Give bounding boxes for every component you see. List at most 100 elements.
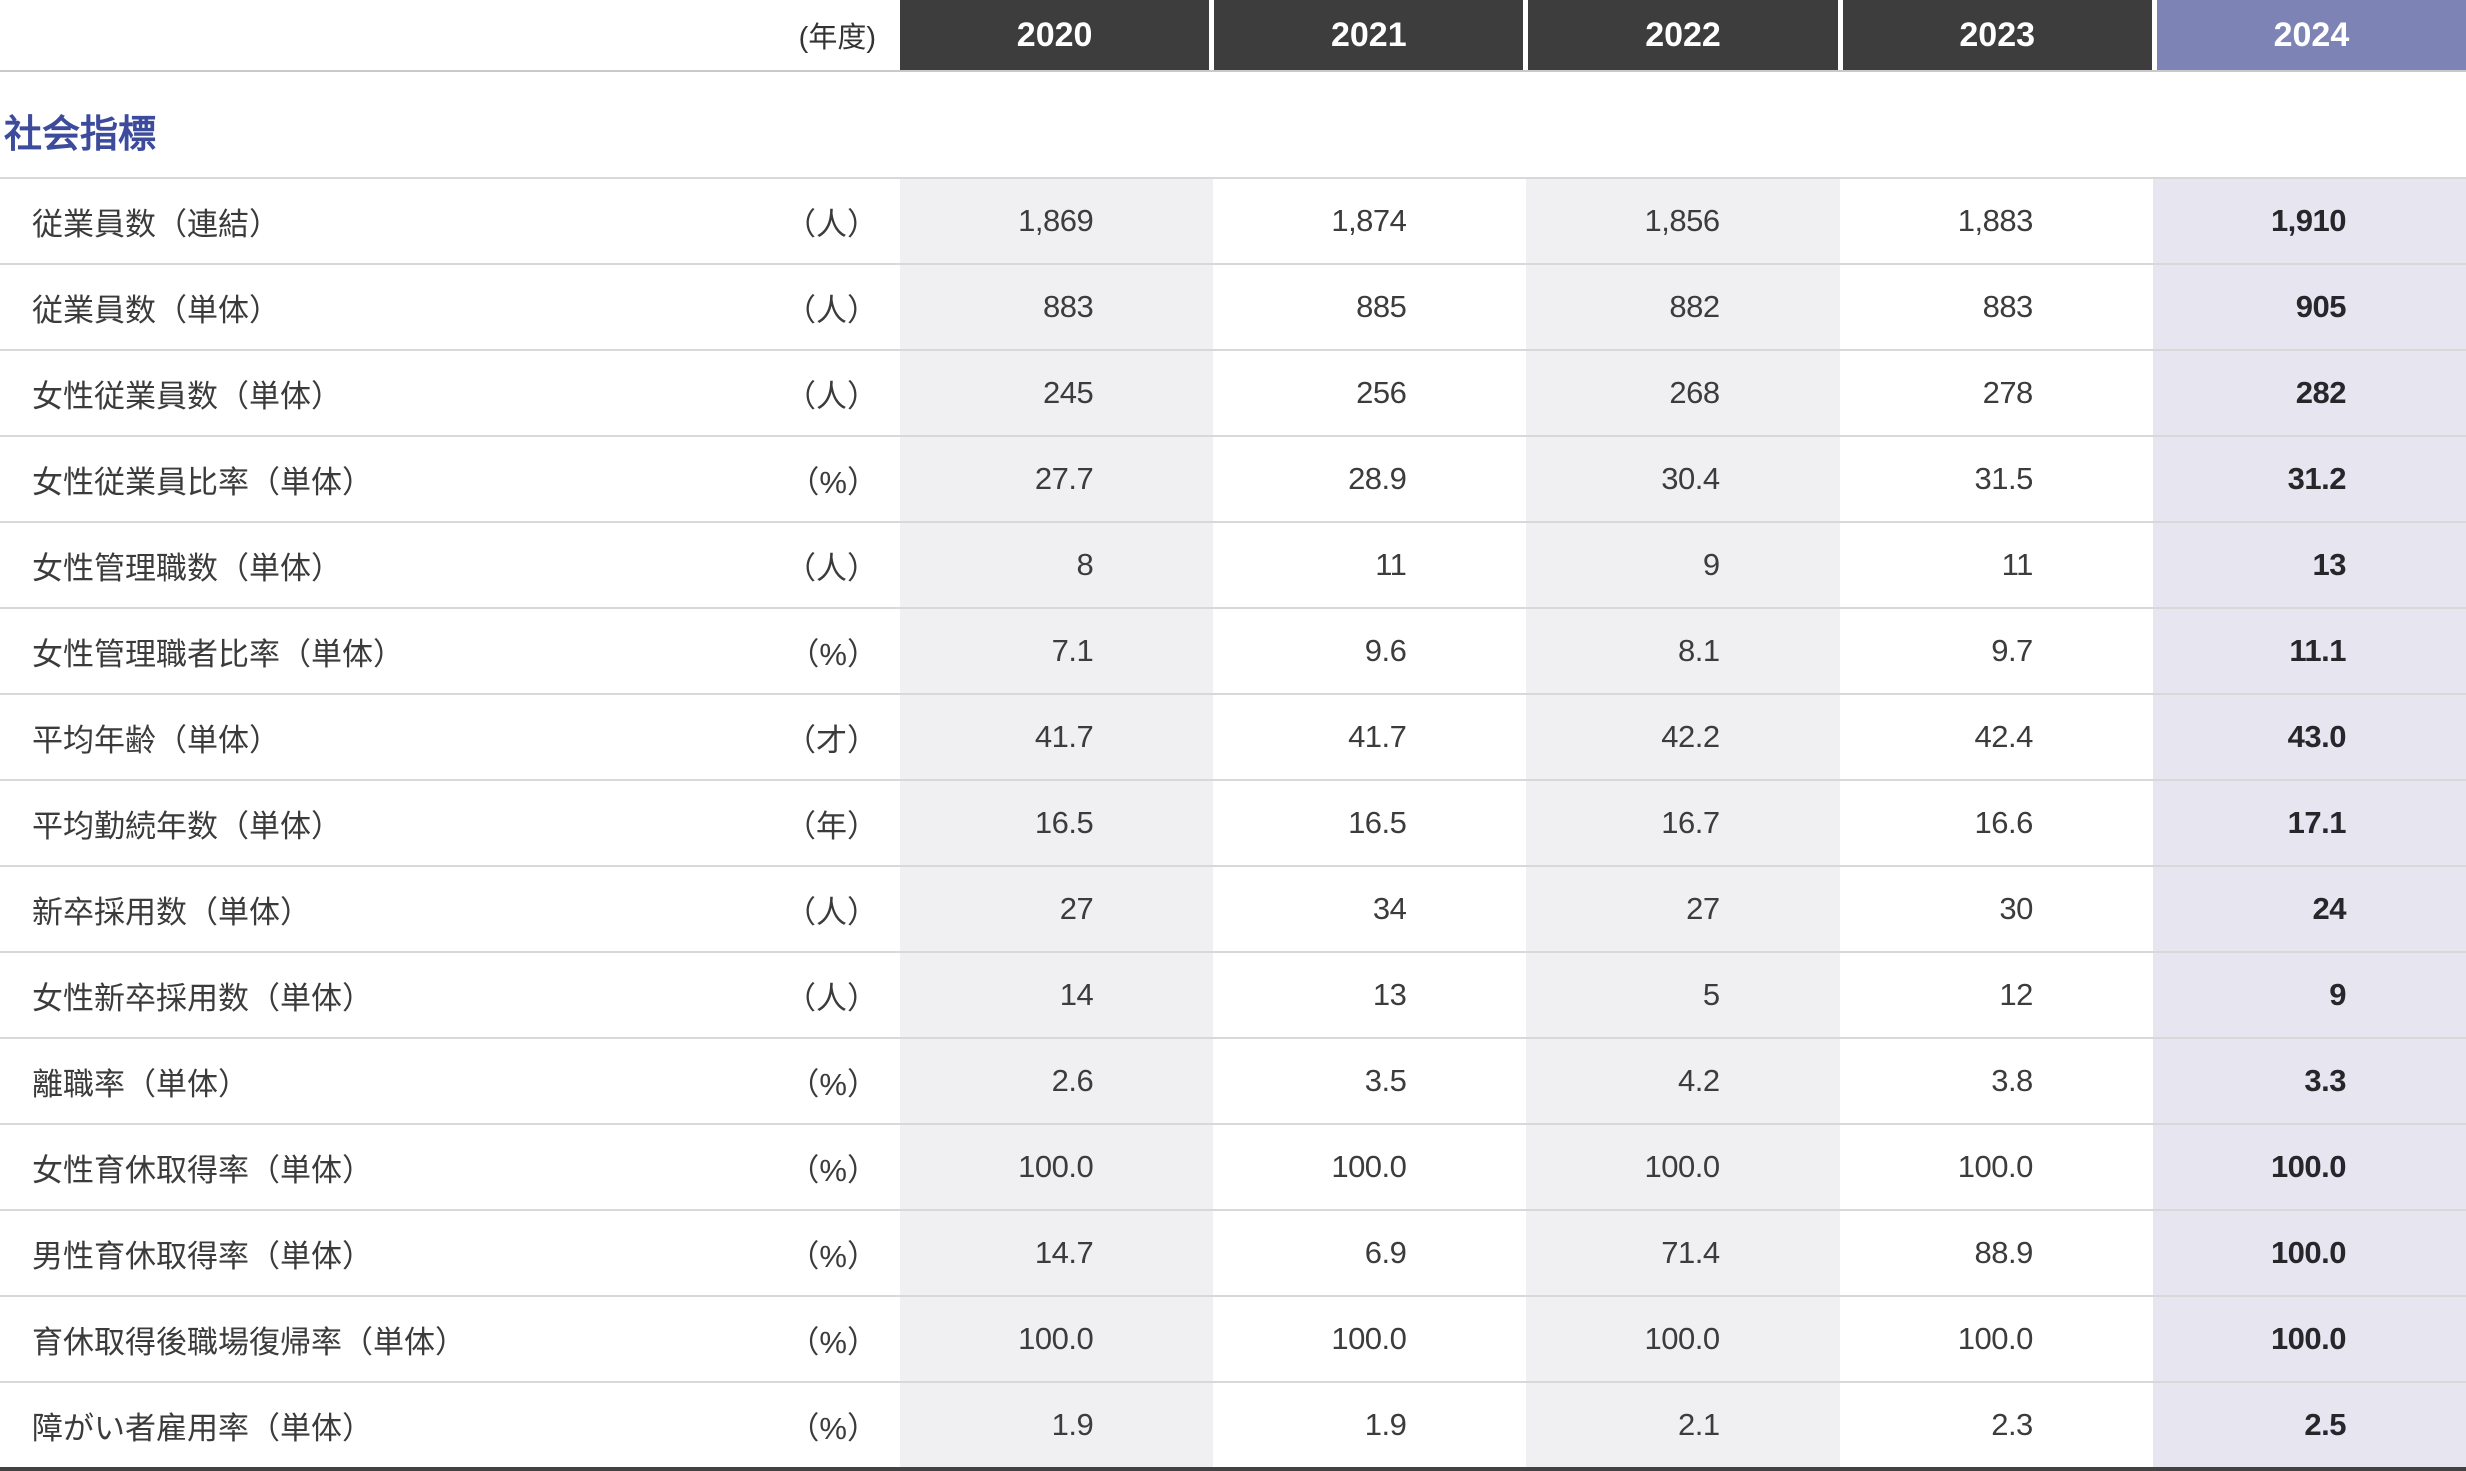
value-cell-2022: 4.2 <box>1526 1039 1840 1123</box>
value-cell-2020: 41.7 <box>900 695 1214 779</box>
value-cell-2021: 1,874 <box>1213 179 1527 263</box>
value-cell-2021: 16.5 <box>1213 781 1527 865</box>
value-cells: 14 13 5 12 9 <box>900 953 2466 1037</box>
value-cell-2024: 13 <box>2152 523 2466 607</box>
indicator-unit: （人） <box>785 980 878 1016</box>
value-cell-2024: 100.0 <box>2152 1125 2466 1209</box>
value-cell-2021: 6.9 <box>1213 1211 1527 1295</box>
value-cell-2020: 883 <box>900 265 1214 349</box>
value-cell-2021: 3.5 <box>1213 1039 1527 1123</box>
value-cells: 41.7 41.7 42.2 42.4 43.0 <box>900 695 2466 779</box>
row-header: 平均年齢（単体） （才） <box>0 695 900 779</box>
table-row: 女性従業員比率（単体） （%） 27.7 28.9 30.4 31.5 31.2 <box>0 435 2466 521</box>
indicator-label: 女性管理職数（単体） <box>32 550 342 586</box>
value-cell-2021: 1.9 <box>1213 1383 1527 1467</box>
value-cell-2022: 100.0 <box>1526 1125 1840 1209</box>
value-cell-2023: 12 <box>1839 953 2153 1037</box>
row-header: 新卒採用数（単体） （人） <box>0 867 900 951</box>
value-cell-2022: 882 <box>1526 265 1840 349</box>
table-row: 従業員数（連結） （人） 1,869 1,874 1,856 1,883 1,910 <box>0 177 2466 263</box>
table-row: 女性従業員数（単体） （人） 245 256 268 278 282 <box>0 349 2466 435</box>
value-cell-2023: 11 <box>1839 523 2153 607</box>
value-cells: 245 256 268 278 282 <box>900 351 2466 435</box>
value-cell-2023: 3.8 <box>1839 1039 2153 1123</box>
value-cell-2024: 24 <box>2152 867 2466 951</box>
value-cell-2020: 2.6 <box>900 1039 1214 1123</box>
year-header-row: (年度) 2020 2021 2022 2023 2024 <box>0 0 2466 72</box>
value-cell-2023: 42.4 <box>1839 695 2153 779</box>
value-cell-2020: 1,869 <box>900 179 1214 263</box>
year-header-2024-current: 2024 <box>2156 0 2466 70</box>
value-cell-2024: 100.0 <box>2152 1297 2466 1381</box>
value-cell-2022: 1,856 <box>1526 179 1840 263</box>
year-header-2023: 2023 <box>1842 0 2152 70</box>
value-cell-2023: 16.6 <box>1839 781 2153 865</box>
indicator-label: 女性管理職者比率（単体） <box>32 636 404 672</box>
value-cell-2022: 100.0 <box>1526 1297 1840 1381</box>
value-cell-2024: 100.0 <box>2152 1211 2466 1295</box>
value-cells: 27 34 27 30 24 <box>900 867 2466 951</box>
value-cell-2023: 30 <box>1839 867 2153 951</box>
year-header-2020: 2020 <box>900 0 1210 70</box>
value-cell-2024: 2.5 <box>2152 1383 2466 1467</box>
value-cell-2023: 2.3 <box>1839 1383 2153 1467</box>
value-cell-2020: 100.0 <box>900 1125 1214 1209</box>
value-cells: 16.5 16.5 16.7 16.6 17.1 <box>900 781 2466 865</box>
indicator-label: 育休取得後職場復帰率（単体） <box>32 1324 466 1360</box>
value-cell-2022: 9 <box>1526 523 1840 607</box>
value-cell-2020: 27.7 <box>900 437 1214 521</box>
indicator-label: 女性従業員比率（単体） <box>32 464 373 500</box>
value-cell-2023: 278 <box>1839 351 2153 435</box>
row-header: 男性育休取得率（単体） （%） <box>0 1211 900 1295</box>
table-row: 離職率（単体） （%） 2.6 3.5 4.2 3.8 3.3 <box>0 1037 2466 1123</box>
row-header: 離職率（単体） （%） <box>0 1039 900 1123</box>
value-cell-2023: 31.5 <box>1839 437 2153 521</box>
value-cell-2023: 100.0 <box>1839 1297 2153 1381</box>
year-axis-label: (年度) <box>0 0 900 70</box>
value-cell-2021: 11 <box>1213 523 1527 607</box>
indicator-unit: （年） <box>785 808 878 844</box>
row-header: 女性従業員比率（単体） （%） <box>0 437 900 521</box>
value-cells: 1.9 1.9 2.1 2.3 2.5 <box>900 1383 2466 1467</box>
row-header: 女性管理職者比率（単体） （%） <box>0 609 900 693</box>
value-cell-2021: 100.0 <box>1213 1297 1527 1381</box>
value-cell-2021: 9.6 <box>1213 609 1527 693</box>
year-header-2021: 2021 <box>1214 0 1524 70</box>
table-row: 女性管理職数（単体） （人） 8 11 9 11 13 <box>0 521 2466 607</box>
table-row: 平均年齢（単体） （才） 41.7 41.7 42.2 42.4 43.0 <box>0 693 2466 779</box>
value-cell-2021: 34 <box>1213 867 1527 951</box>
value-cell-2021: 13 <box>1213 953 1527 1037</box>
value-cell-2022: 42.2 <box>1526 695 1840 779</box>
row-header: 女性新卒採用数（単体） （人） <box>0 953 900 1037</box>
indicator-unit: （%） <box>788 636 878 672</box>
value-cell-2021: 28.9 <box>1213 437 1527 521</box>
indicator-unit: （人） <box>785 206 878 242</box>
value-cell-2023: 9.7 <box>1839 609 2153 693</box>
value-cell-2022: 268 <box>1526 351 1840 435</box>
indicator-unit: （%） <box>788 1066 878 1102</box>
indicator-unit: （%） <box>788 1324 878 1360</box>
indicator-unit: （人） <box>785 378 878 414</box>
value-cells: 27.7 28.9 30.4 31.5 31.2 <box>900 437 2466 521</box>
value-cell-2021: 256 <box>1213 351 1527 435</box>
value-cell-2020: 14.7 <box>900 1211 1214 1295</box>
row-header: 育休取得後職場復帰率（単体） （%） <box>0 1297 900 1381</box>
value-cell-2024: 9 <box>2152 953 2466 1037</box>
year-header-cells: 2020 2021 2022 2023 2024 <box>900 0 2466 70</box>
indicator-unit: （%） <box>788 1410 878 1446</box>
value-cells: 1,869 1,874 1,856 1,883 1,910 <box>900 179 2466 263</box>
value-cell-2024: 1,910 <box>2152 179 2466 263</box>
indicator-label: 従業員数（単体） <box>32 292 280 328</box>
indicator-label: 新卒採用数（単体） <box>32 894 311 930</box>
indicator-unit: （人） <box>785 292 878 328</box>
year-header-2022: 2022 <box>1528 0 1838 70</box>
value-cell-2024: 905 <box>2152 265 2466 349</box>
row-header: 従業員数（連結） （人） <box>0 179 900 263</box>
value-cell-2020: 14 <box>900 953 1214 1037</box>
table-row: 女性育休取得率（単体） （%） 100.0 100.0 100.0 100.0 100.… <box>0 1123 2466 1209</box>
table-row: 従業員数（単体） （人） 883 885 882 883 905 <box>0 263 2466 349</box>
table-row: 障がい者雇用率（単体） （%） 1.9 1.9 2.1 2.3 2.5 <box>0 1381 2466 1467</box>
row-header: 女性従業員数（単体） （人） <box>0 351 900 435</box>
value-cells: 883 885 882 883 905 <box>900 265 2466 349</box>
row-header: 従業員数（単体） （人） <box>0 265 900 349</box>
